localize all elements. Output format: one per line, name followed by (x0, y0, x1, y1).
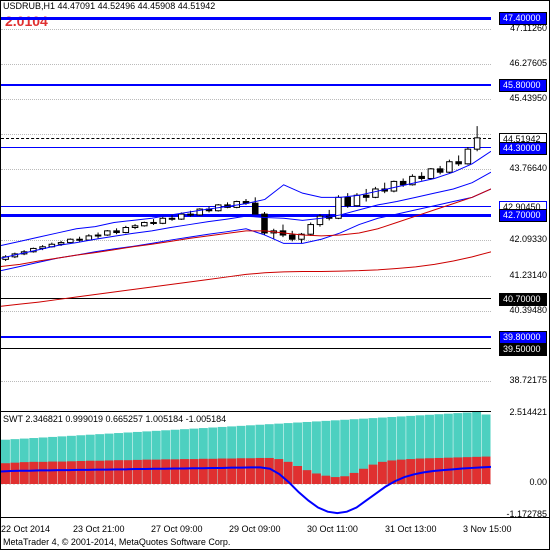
price-chart (1, 1, 491, 411)
time-axis: MetaTrader 4, © 2001-2014, MetaQuotes So… (1, 517, 550, 549)
copyright: MetaTrader 4, © 2001-2014, MetaQuotes So… (3, 537, 230, 547)
indicator-axis: 2.5144210.00-1.172785 (489, 411, 549, 519)
indicator-chart (1, 411, 491, 519)
price-axis: 47.4000047.1126046.2760545.8000045.43950… (489, 1, 549, 411)
chart-container: USDRUB,H1 44.47091 44.52496 44.45908 44.… (0, 0, 550, 550)
